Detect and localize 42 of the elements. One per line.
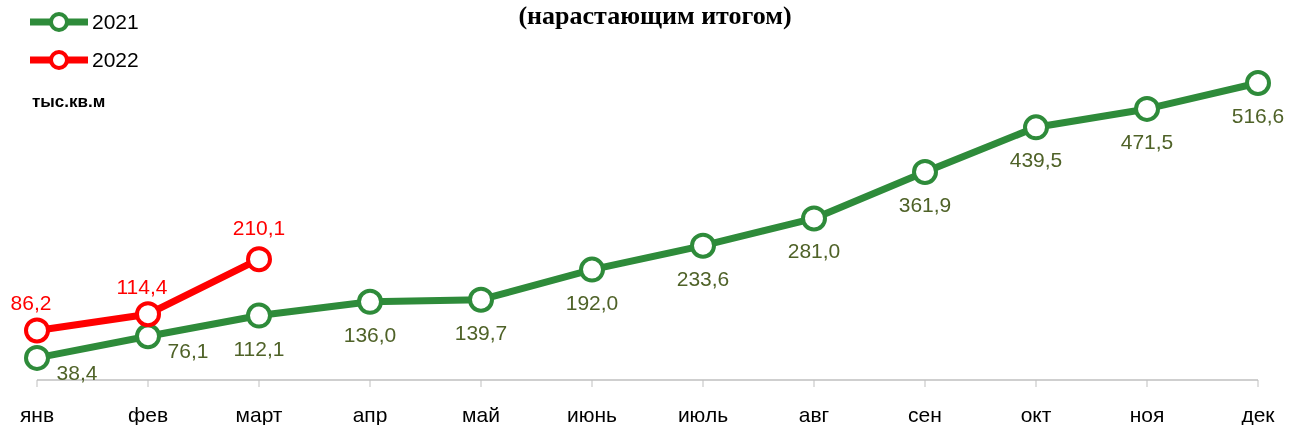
point — [912, 158, 938, 185]
point — [1134, 95, 1160, 122]
point — [801, 205, 827, 232]
data-label: 114,4 — [116, 275, 168, 299]
data-label: 516,6 — [1231, 104, 1285, 127]
point — [246, 246, 272, 273]
y-axis-title: тыс.кв.м — [32, 92, 106, 111]
data-label: 281,0 — [787, 239, 841, 263]
data-label: 471,5 — [1120, 129, 1174, 153]
data-label: 233,6 — [676, 266, 730, 290]
point — [246, 302, 272, 329]
x-tick-label: май — [462, 403, 500, 425]
point — [135, 323, 161, 350]
legend-label: 2022 — [92, 48, 139, 71]
data-label: 76,1 — [167, 339, 209, 363]
x-tick-label: авг — [798, 403, 830, 425]
x-tick-label: июнь — [566, 403, 618, 425]
x-tick-label: ноя — [1129, 403, 1165, 425]
x-tick-label: июль — [677, 403, 729, 425]
point — [357, 288, 383, 315]
point — [579, 256, 605, 283]
data-label: 439,5 — [1009, 148, 1063, 172]
data-label: 361,9 — [898, 192, 952, 216]
data-label: 112,1 — [233, 336, 285, 360]
data-label: 210,1 — [232, 216, 286, 240]
legend-label: 2021 — [92, 10, 139, 33]
data-label: 139,7 — [454, 320, 508, 344]
data-label: 136,0 — [343, 322, 397, 346]
point — [24, 317, 50, 344]
chart-title: (нарастающим итогом) — [518, 1, 792, 30]
point — [1023, 114, 1049, 141]
x-tick-label: сен — [908, 403, 942, 425]
data-label: 38,4 — [56, 360, 98, 384]
point — [24, 344, 50, 371]
data-label: 86,2 — [10, 291, 52, 315]
data-label: 192,0 — [565, 290, 619, 314]
x-tick-label: окт — [1020, 403, 1052, 425]
point — [135, 301, 161, 328]
point — [468, 286, 494, 313]
x-tick-label: янв — [19, 403, 55, 425]
point — [690, 232, 716, 259]
point — [1245, 70, 1271, 96]
